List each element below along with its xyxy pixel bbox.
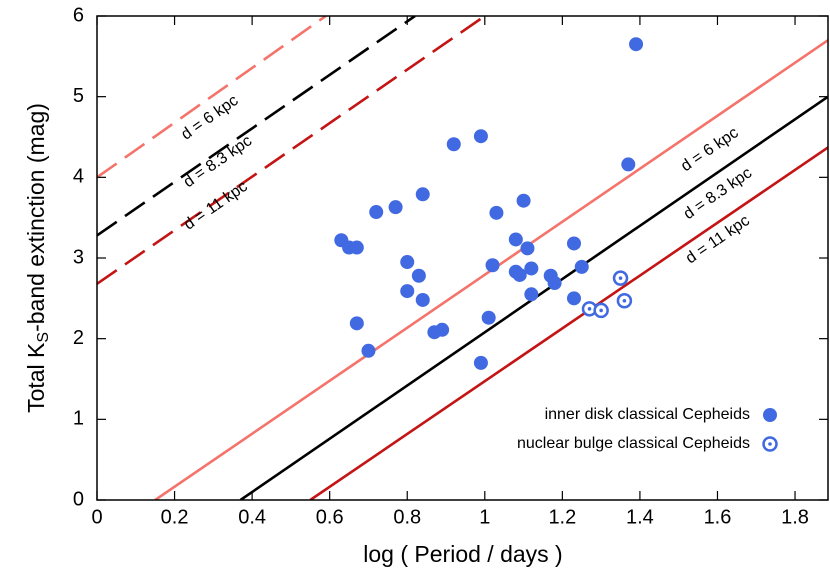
data-point [574, 259, 589, 274]
x-tick-label: 1.4 [626, 506, 654, 528]
data-point [566, 236, 581, 251]
data-point-dot [618, 276, 623, 280]
data-point [512, 267, 527, 282]
data-point [400, 255, 415, 270]
data-point [415, 187, 430, 202]
data-point [524, 287, 539, 302]
data-point [566, 291, 581, 306]
distance-line [97, 16, 327, 179]
reference-lines [97, 16, 828, 500]
y-tick-label: 1 [73, 408, 84, 430]
data-point [411, 268, 426, 283]
y-label-part: -band extinction (mag) [23, 103, 49, 332]
data-point [415, 292, 430, 307]
plot-frame [96, 15, 829, 501]
y-label-part: Total K [23, 342, 49, 413]
x-tick-label: 0.2 [161, 506, 189, 528]
distance-line [309, 146, 828, 500]
data-point-dot [622, 298, 627, 303]
y-tick-label: 5 [73, 85, 84, 107]
legend-label: nuclear bulge classical Cepheids [517, 435, 750, 452]
data-point [629, 37, 644, 52]
data-point [547, 276, 562, 291]
data-point [520, 241, 535, 256]
data-point [612, 270, 629, 286]
data-point [593, 302, 609, 319]
x-tick-label: 0.8 [393, 506, 421, 528]
data-point [516, 193, 531, 208]
x-tick-label: 1.6 [704, 506, 732, 528]
data-point [361, 343, 376, 358]
x-tick-label: 1 [479, 506, 490, 528]
y-tick-label: 2 [73, 327, 84, 349]
data-point [524, 261, 539, 276]
data-point [369, 205, 384, 220]
x-tick-label: 0 [91, 506, 102, 528]
distance-line [97, 16, 416, 237]
y-tick-label: 3 [73, 246, 84, 268]
data-point [485, 258, 500, 273]
legend-marker [768, 442, 772, 446]
distance-line [97, 16, 486, 285]
data-point [446, 137, 461, 152]
data-point [349, 316, 364, 331]
x-tick-label: 0.4 [238, 506, 266, 528]
y-tick-label: 0 [73, 488, 84, 510]
y-label-sub: S [35, 332, 52, 343]
data-point-dot [599, 308, 603, 313]
data-point [400, 284, 415, 299]
y-axis-label: Total KS-band extinction (mag) [23, 103, 52, 413]
data-point [435, 322, 450, 337]
line-label: d = 6 kpc [678, 124, 742, 175]
x-axis-label: log ( Period / days ) [363, 541, 562, 567]
data-point-dot [587, 307, 592, 311]
data-point [621, 157, 636, 172]
data-point [481, 310, 496, 325]
line-label: d = 6 kpc [178, 92, 241, 144]
data-point [489, 205, 504, 220]
y-tick-label: 4 [73, 166, 84, 188]
legend-label: inner disk classical Cepheids [545, 406, 750, 423]
data-point [508, 232, 523, 247]
x-tick-label: 0.6 [316, 506, 344, 528]
data-point [473, 129, 488, 144]
data-point [473, 355, 488, 370]
x-tick-label: 1.2 [548, 506, 576, 528]
data-point [388, 200, 403, 215]
legend-marker [763, 408, 777, 422]
data-point [349, 240, 364, 255]
data-point [616, 293, 633, 309]
x-tick-label: 1.8 [781, 506, 809, 528]
y-tick-label: 6 [73, 4, 84, 26]
